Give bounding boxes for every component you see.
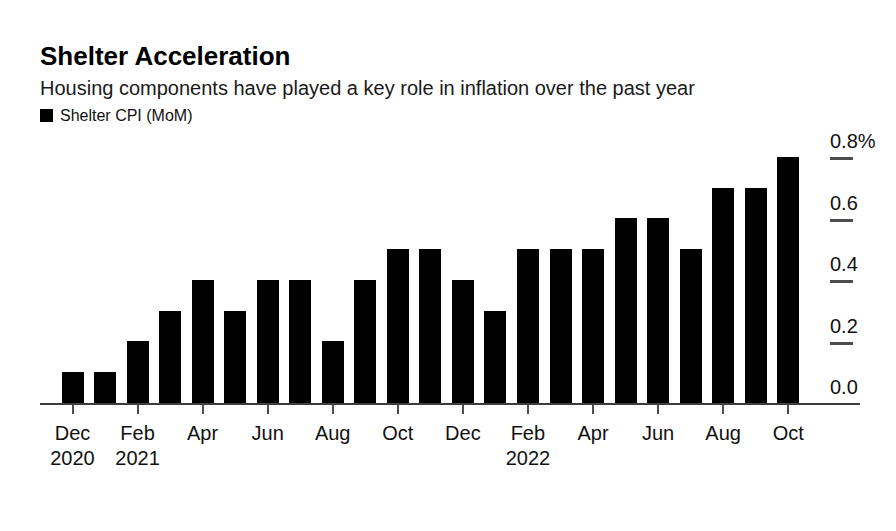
bar xyxy=(257,280,279,403)
bar xyxy=(745,188,767,403)
y-tick-label: 0.4 xyxy=(830,253,858,275)
bar xyxy=(322,341,344,403)
x-tick-mark xyxy=(462,405,464,414)
bar xyxy=(224,311,246,403)
bar xyxy=(550,249,572,403)
bar xyxy=(484,311,506,403)
bar xyxy=(127,341,149,403)
bar xyxy=(94,372,116,403)
x-tick-mark xyxy=(722,405,724,414)
bar xyxy=(615,218,637,403)
chart-canvas: Shelter Acceleration Housing components … xyxy=(0,0,896,531)
bar xyxy=(419,249,441,403)
bar xyxy=(647,218,669,403)
bar xyxy=(387,249,409,403)
y-tick-label: 0.6 xyxy=(830,192,858,214)
bar xyxy=(777,157,799,403)
bar xyxy=(354,280,376,403)
y-tick-label: 0.2 xyxy=(830,315,858,337)
x-tick-mark xyxy=(527,405,529,414)
plot-area: 0.8%0.60.40.20.0Dec2020Feb2021AprJunAugO… xyxy=(0,0,896,531)
bar xyxy=(192,280,214,403)
bar xyxy=(62,372,84,403)
y-tick-mark xyxy=(830,342,853,345)
y-tick-label: 0.8% xyxy=(830,130,876,152)
x-tick-mark xyxy=(202,405,204,414)
x-tick-mark xyxy=(397,405,399,414)
x-tick-mark xyxy=(72,405,74,414)
y-tick-mark xyxy=(830,157,853,160)
x-tick-mark xyxy=(137,405,139,414)
y-tick-label: 0.0 xyxy=(830,376,858,398)
bar xyxy=(517,249,539,403)
y-tick-mark xyxy=(830,219,853,222)
x-tick-mark xyxy=(267,405,269,414)
bar xyxy=(289,280,311,403)
y-tick-mark xyxy=(830,280,853,283)
bar xyxy=(582,249,604,403)
bar xyxy=(159,311,181,403)
x-tick-mark xyxy=(332,405,334,414)
x-tick-mark xyxy=(787,405,789,414)
x-tick-mark xyxy=(592,405,594,414)
bar xyxy=(452,280,474,403)
x-tick-mark xyxy=(657,405,659,414)
bar xyxy=(712,188,734,403)
bar xyxy=(680,249,702,403)
x-tick-label: Oct xyxy=(740,421,836,446)
x-axis-line xyxy=(40,403,860,405)
